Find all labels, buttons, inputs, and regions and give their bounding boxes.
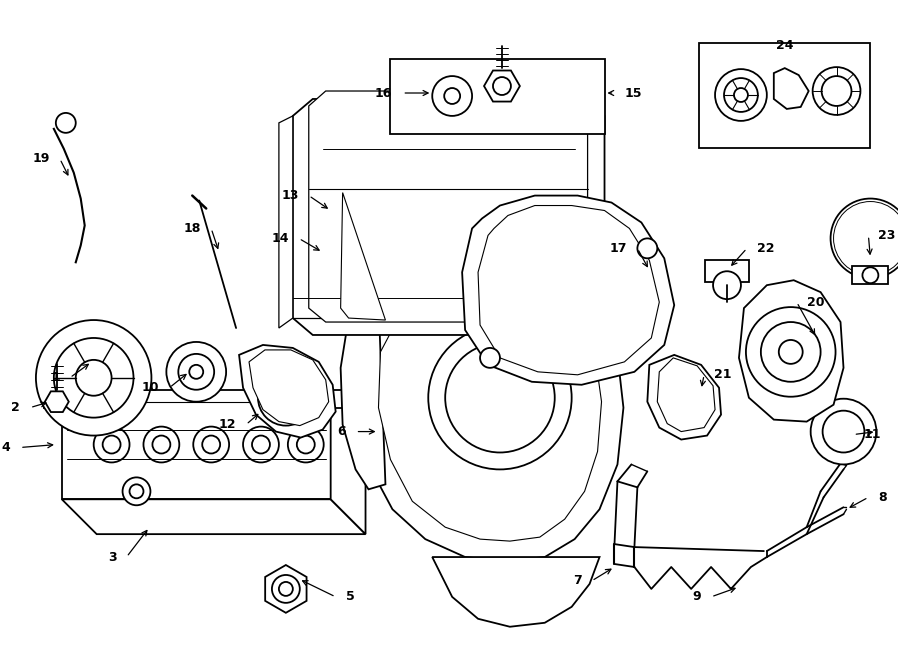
Circle shape <box>493 77 511 95</box>
Circle shape <box>143 426 179 463</box>
Circle shape <box>297 436 315 453</box>
Circle shape <box>243 426 279 463</box>
Circle shape <box>823 410 864 453</box>
Polygon shape <box>292 99 605 335</box>
Text: 3: 3 <box>108 551 117 564</box>
Circle shape <box>166 342 226 402</box>
Polygon shape <box>249 350 328 426</box>
Text: 1: 1 <box>51 371 59 384</box>
Polygon shape <box>62 499 365 534</box>
Circle shape <box>202 436 220 453</box>
Text: 23: 23 <box>878 229 896 242</box>
Circle shape <box>842 210 898 266</box>
Text: 11: 11 <box>863 428 881 441</box>
Circle shape <box>811 399 877 465</box>
Circle shape <box>760 322 821 382</box>
Polygon shape <box>739 280 843 422</box>
Circle shape <box>76 360 112 396</box>
Bar <box>705 260 749 282</box>
Circle shape <box>713 271 741 299</box>
Circle shape <box>252 436 270 453</box>
Circle shape <box>189 365 203 379</box>
Text: 20: 20 <box>806 295 824 309</box>
Text: 16: 16 <box>375 87 392 100</box>
Circle shape <box>734 88 748 102</box>
Circle shape <box>258 370 314 426</box>
Bar <box>699 43 870 148</box>
Circle shape <box>432 76 473 116</box>
Circle shape <box>445 88 460 104</box>
Circle shape <box>428 326 572 469</box>
Polygon shape <box>309 91 588 322</box>
Circle shape <box>56 113 76 133</box>
Circle shape <box>152 436 170 453</box>
Polygon shape <box>657 358 716 432</box>
Text: 5: 5 <box>346 590 355 603</box>
Polygon shape <box>266 565 307 613</box>
Circle shape <box>813 67 860 115</box>
Text: 14: 14 <box>272 232 289 245</box>
Text: 10: 10 <box>142 381 159 394</box>
Polygon shape <box>45 391 68 412</box>
Polygon shape <box>340 300 385 489</box>
Text: 21: 21 <box>714 368 732 381</box>
Text: 12: 12 <box>219 418 236 431</box>
Text: 17: 17 <box>610 242 627 255</box>
Circle shape <box>637 239 657 258</box>
Text: 9: 9 <box>692 590 701 603</box>
Polygon shape <box>379 290 601 541</box>
Circle shape <box>480 348 500 368</box>
Circle shape <box>178 354 214 390</box>
Circle shape <box>130 485 143 498</box>
Circle shape <box>288 426 324 463</box>
Polygon shape <box>462 196 674 385</box>
Text: 7: 7 <box>573 574 581 588</box>
Circle shape <box>746 307 835 397</box>
Polygon shape <box>239 345 336 438</box>
Text: 6: 6 <box>337 425 346 438</box>
Text: 19: 19 <box>32 152 50 165</box>
Text: 2: 2 <box>11 401 20 414</box>
Polygon shape <box>62 390 330 499</box>
Circle shape <box>833 202 900 275</box>
Circle shape <box>122 477 150 505</box>
Circle shape <box>446 343 554 453</box>
Polygon shape <box>432 557 599 627</box>
Circle shape <box>862 267 878 283</box>
Circle shape <box>94 426 130 463</box>
Polygon shape <box>330 390 365 534</box>
Circle shape <box>103 436 121 453</box>
Circle shape <box>724 78 758 112</box>
Circle shape <box>54 338 133 418</box>
Text: 8: 8 <box>878 491 887 504</box>
Text: 18: 18 <box>184 222 202 235</box>
Circle shape <box>272 575 300 603</box>
Polygon shape <box>330 390 348 408</box>
Circle shape <box>428 84 452 108</box>
Polygon shape <box>340 192 385 320</box>
Circle shape <box>270 382 302 414</box>
Circle shape <box>838 206 900 271</box>
Polygon shape <box>647 355 721 440</box>
Circle shape <box>716 69 767 121</box>
Bar <box>852 266 888 284</box>
Circle shape <box>279 582 292 596</box>
Polygon shape <box>279 116 292 328</box>
Text: 22: 22 <box>757 242 774 255</box>
Circle shape <box>831 198 900 278</box>
Polygon shape <box>774 68 809 109</box>
Circle shape <box>36 320 151 436</box>
Circle shape <box>194 426 230 463</box>
Polygon shape <box>356 276 624 561</box>
Text: 15: 15 <box>625 87 642 100</box>
Bar <box>391 59 605 134</box>
Text: 24: 24 <box>776 39 794 52</box>
Text: 13: 13 <box>282 189 299 202</box>
Circle shape <box>778 340 803 364</box>
Text: 4: 4 <box>1 441 10 454</box>
Polygon shape <box>478 206 660 375</box>
Circle shape <box>822 76 851 106</box>
Polygon shape <box>44 390 62 408</box>
Polygon shape <box>484 71 520 102</box>
